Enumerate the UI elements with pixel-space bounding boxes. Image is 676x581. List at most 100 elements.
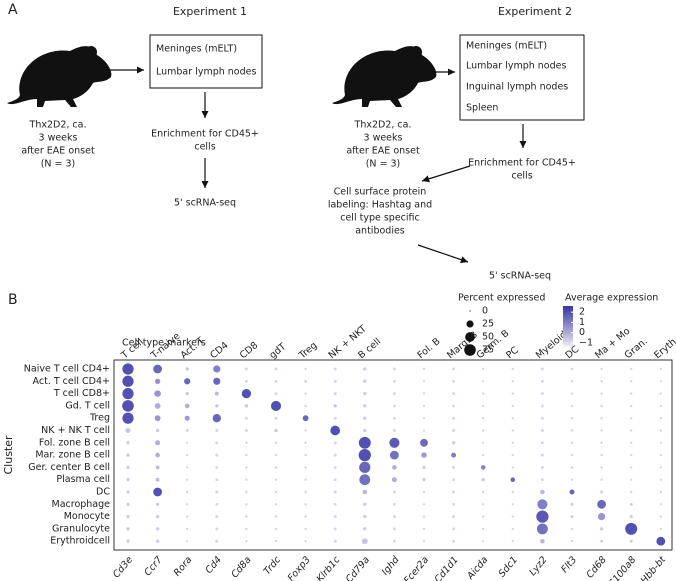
panel-b: B Cell type markers Cluster Percent expr… [2, 292, 676, 581]
dot [422, 503, 426, 506]
dot [185, 441, 189, 445]
dot [274, 490, 278, 494]
dot [155, 539, 160, 543]
dot [215, 502, 219, 506]
colorbar-segment [563, 320, 573, 323]
dot [597, 512, 606, 521]
dot [421, 452, 427, 458]
dot [274, 539, 278, 543]
dot [122, 400, 134, 412]
sample-box [149, 34, 263, 89]
dot [274, 503, 278, 506]
size-legend-label: 25 [482, 319, 494, 330]
sample-box [459, 34, 585, 121]
gene-label: Aicda [464, 554, 490, 581]
dot [244, 404, 249, 408]
dot [155, 514, 160, 519]
dot [274, 428, 278, 433]
plot-frame [113, 359, 673, 551]
colorbar-segment [563, 330, 573, 333]
gene-label: Ccr7 [142, 554, 164, 578]
dot [570, 453, 574, 457]
dot [154, 378, 161, 384]
dot [330, 425, 341, 436]
dot [570, 466, 574, 469]
size-legend-dot [469, 310, 471, 312]
dot [245, 539, 248, 543]
step: cell type specific [340, 213, 420, 224]
dot [392, 515, 396, 519]
colorbar-segment [563, 308, 573, 311]
cluster-label: Plasma cell [56, 474, 110, 485]
sample: Lumbar lymph nodes [156, 67, 256, 78]
dot [215, 478, 219, 482]
dot [629, 392, 633, 395]
panel-label: B [8, 292, 18, 308]
dot [570, 478, 574, 481]
dot [659, 503, 663, 506]
dot [389, 437, 400, 448]
dot [481, 416, 485, 420]
step: 5' scRNA-seq [489, 271, 551, 282]
colorbar-segment [563, 318, 573, 321]
dot [570, 416, 574, 420]
cluster-label: T cell CD8+ [53, 388, 110, 399]
colorbar-tick-label: 0 [579, 327, 585, 338]
size-legend-dot [464, 344, 476, 356]
dot [274, 478, 278, 481]
step: Enrichment for CD45+ [468, 158, 576, 169]
sample: Lumbar lymph nodes [466, 61, 566, 72]
dot [392, 416, 396, 420]
dot [540, 429, 544, 432]
arrow [421, 165, 471, 183]
dot [304, 539, 307, 543]
dot [302, 415, 309, 422]
sample: Inguinal lymph nodes [466, 82, 568, 93]
dot [511, 466, 515, 469]
dot [422, 380, 426, 383]
dot [629, 502, 633, 506]
dot [537, 499, 548, 510]
dot [452, 429, 456, 432]
dot [540, 392, 544, 396]
gene-label: S100a8 [607, 554, 639, 581]
dot [333, 539, 337, 543]
dot [333, 502, 337, 506]
dot [333, 453, 337, 457]
dot [184, 378, 191, 385]
size-legend-label: 50 [482, 332, 494, 343]
dot [600, 453, 603, 457]
cluster-label: Naive T cell CD4+ [24, 364, 110, 375]
dot [153, 364, 162, 374]
dot [245, 453, 248, 457]
dot [659, 478, 663, 481]
dot [422, 527, 426, 531]
dot [185, 391, 189, 396]
dot [245, 466, 248, 469]
dot [126, 527, 130, 531]
legend-title: Average expression [565, 293, 658, 304]
dot [215, 465, 219, 469]
dot [185, 503, 189, 506]
dot [629, 466, 633, 469]
dot [304, 466, 307, 469]
dot [629, 404, 633, 408]
dot [185, 539, 189, 543]
dot [304, 367, 307, 371]
gene-label: Cd8a [229, 554, 253, 580]
dot [392, 502, 396, 506]
dot [481, 503, 485, 506]
marker-group-label: CD8 [238, 340, 260, 361]
step: Enrichment for CD45+ [151, 129, 259, 140]
dot [659, 416, 663, 420]
dot [155, 428, 160, 433]
dot [185, 367, 189, 371]
dot [126, 514, 130, 519]
colorbar-segment [563, 306, 573, 309]
dot [245, 490, 248, 494]
dot [185, 490, 189, 494]
mouse-label: 3 weeks [39, 133, 78, 144]
dot [511, 441, 515, 445]
dot [274, 392, 278, 396]
dot [629, 380, 633, 383]
